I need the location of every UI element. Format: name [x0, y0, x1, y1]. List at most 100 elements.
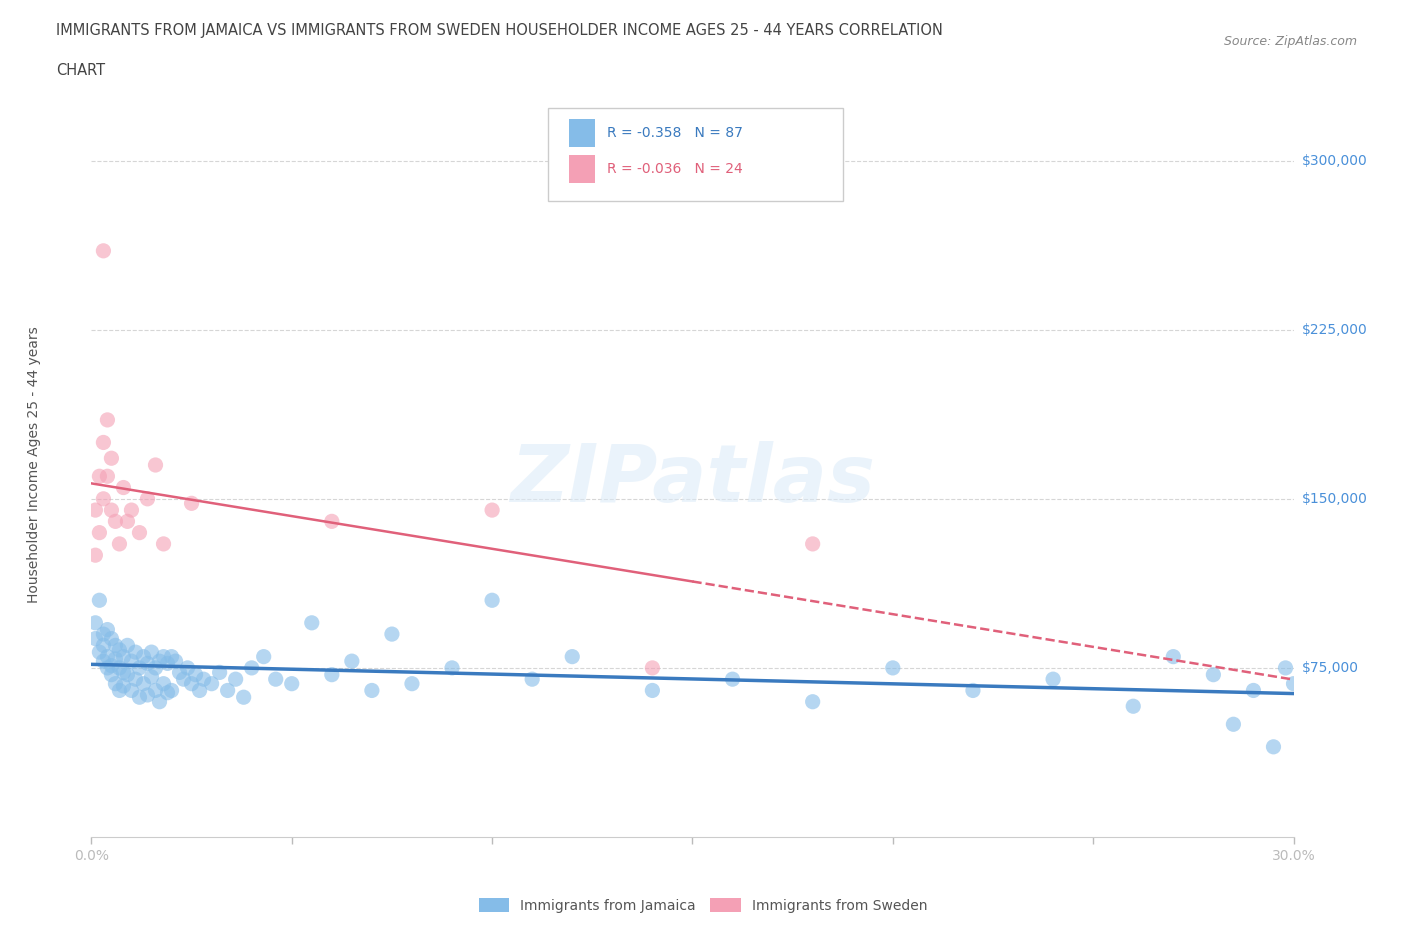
Point	[89, 644, 111, 659]
Point	[1042, 671, 1064, 686]
Point	[225, 671, 247, 686]
Point	[132, 676, 155, 691]
Point	[128, 525, 150, 540]
Point	[193, 671, 215, 686]
Point	[1202, 667, 1225, 682]
Point	[145, 683, 167, 698]
Point	[100, 502, 122, 517]
Point	[173, 671, 195, 686]
Point	[104, 638, 127, 653]
Point	[104, 651, 127, 666]
Point	[321, 667, 343, 682]
Point	[141, 644, 163, 659]
Point	[882, 660, 904, 675]
Point	[165, 654, 187, 669]
Point	[121, 683, 143, 698]
Text: $75,000: $75,000	[1302, 661, 1358, 675]
Text: $225,000: $225,000	[1302, 323, 1367, 337]
Point	[180, 496, 202, 511]
Point	[84, 502, 107, 517]
Point	[117, 667, 139, 682]
Point	[100, 631, 122, 646]
Point	[801, 695, 824, 710]
Point	[84, 631, 107, 646]
Point	[136, 687, 159, 702]
Point	[136, 491, 159, 506]
Point	[93, 435, 115, 450]
Text: R = -0.358   N = 87: R = -0.358 N = 87	[607, 126, 742, 140]
Point	[264, 671, 287, 686]
Text: Householder Income Ages 25 - 44 years: Householder Income Ages 25 - 44 years	[27, 326, 41, 604]
Point	[481, 502, 503, 517]
Point	[301, 616, 323, 631]
Point	[253, 649, 276, 664]
Point	[124, 671, 146, 686]
Point	[112, 649, 135, 664]
Text: CHART: CHART	[56, 63, 105, 78]
Point	[96, 660, 118, 675]
Point	[117, 514, 139, 529]
Point	[89, 592, 111, 607]
Point	[281, 676, 304, 691]
Point	[721, 671, 744, 686]
Point	[381, 627, 404, 642]
Point	[93, 244, 115, 259]
Point	[160, 683, 183, 698]
Point	[96, 413, 118, 428]
Point	[136, 656, 159, 671]
Point	[108, 683, 131, 698]
Point	[89, 469, 111, 484]
Point	[360, 683, 382, 698]
Point	[1274, 660, 1296, 675]
FancyBboxPatch shape	[548, 108, 842, 201]
Point	[561, 649, 583, 664]
Point	[1222, 717, 1244, 732]
Point	[962, 683, 984, 698]
Point	[93, 654, 115, 669]
Point	[201, 676, 224, 691]
Point	[84, 548, 107, 563]
Point	[641, 683, 664, 698]
Point	[96, 622, 118, 637]
Text: R = -0.036   N = 24: R = -0.036 N = 24	[607, 162, 742, 176]
Point	[156, 685, 179, 700]
Point	[148, 654, 170, 669]
Point	[1122, 698, 1144, 713]
Point	[124, 644, 146, 659]
Point	[141, 670, 163, 684]
Point	[89, 525, 111, 540]
Text: $300,000: $300,000	[1302, 153, 1367, 167]
Point	[100, 667, 122, 682]
Point	[93, 638, 115, 653]
Point	[128, 690, 150, 705]
Point	[100, 658, 122, 673]
Text: $150,000: $150,000	[1302, 492, 1368, 506]
Point	[152, 537, 174, 551]
Point	[104, 676, 127, 691]
Legend: Immigrants from Jamaica, Immigrants from Sweden: Immigrants from Jamaica, Immigrants from…	[474, 893, 932, 919]
Point	[93, 491, 115, 506]
Point	[522, 671, 544, 686]
Point	[481, 592, 503, 607]
Point	[96, 649, 118, 664]
Point	[108, 537, 131, 551]
Point	[128, 660, 150, 675]
Point	[84, 616, 107, 631]
Point	[180, 676, 202, 691]
FancyBboxPatch shape	[568, 154, 595, 183]
Point	[401, 676, 423, 691]
Point	[96, 469, 118, 484]
Point	[1243, 683, 1265, 698]
Point	[108, 660, 131, 675]
Point	[169, 665, 191, 680]
Point	[1263, 739, 1285, 754]
Point	[240, 660, 263, 675]
Point	[321, 514, 343, 529]
Point	[121, 654, 143, 669]
Point	[440, 660, 463, 675]
Point	[160, 649, 183, 664]
Point	[112, 679, 135, 694]
Point	[132, 649, 155, 664]
Point	[112, 480, 135, 495]
Point	[176, 660, 198, 675]
